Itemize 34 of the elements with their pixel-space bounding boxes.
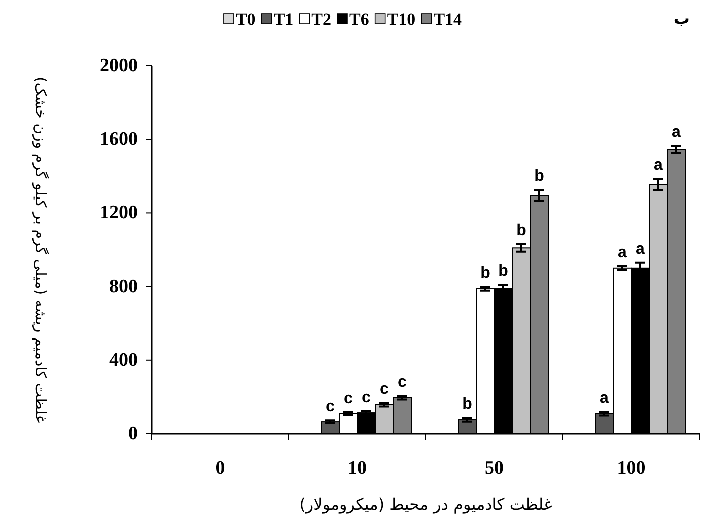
data-label: c	[398, 374, 408, 392]
x-tick-label: 0	[216, 458, 226, 479]
y-tick-label: 400	[110, 350, 138, 371]
legend-label: T2	[312, 10, 332, 29]
data-label: b	[534, 168, 545, 186]
y-tick-label: 2000	[100, 56, 138, 76]
data-label: a	[600, 390, 610, 408]
data-label: b	[516, 222, 527, 240]
x-axis-title: غلظت کادمیوم در محیط (میکرومولار)	[300, 495, 552, 514]
data-label: b	[498, 262, 509, 280]
data-label: a	[672, 124, 682, 142]
legend-label: T1	[274, 10, 294, 29]
data-label: c	[380, 381, 390, 398]
data-label: a	[636, 240, 646, 258]
data-label: b	[480, 265, 491, 282]
data-label: a	[618, 244, 628, 262]
chart-title: ب	[674, 9, 690, 28]
x-tick-label: 10	[348, 458, 367, 479]
legend-label: T14	[434, 10, 463, 29]
y-axis-title: غلظت کادمیم ریشه (میلی گرم بر کیلو گرم وزن خشک)	[32, 76, 50, 424]
data-label: c	[344, 390, 354, 408]
data-label: b	[462, 396, 473, 414]
y-tick-label: 1600	[100, 129, 138, 150]
legend-label: T10	[387, 10, 416, 29]
x-tick-label: 50	[485, 458, 504, 479]
y-tick-label: 800	[110, 276, 138, 298]
data-label: c	[326, 398, 336, 416]
legend-label: T0	[236, 10, 256, 29]
y-tick-label: 0	[128, 424, 138, 444]
data-label: a	[654, 157, 664, 174]
y-tick-label: 1200	[100, 202, 138, 224]
x-tick-label: 100	[617, 458, 646, 479]
data-label: c	[362, 390, 372, 407]
legend-label: T6	[350, 10, 370, 29]
